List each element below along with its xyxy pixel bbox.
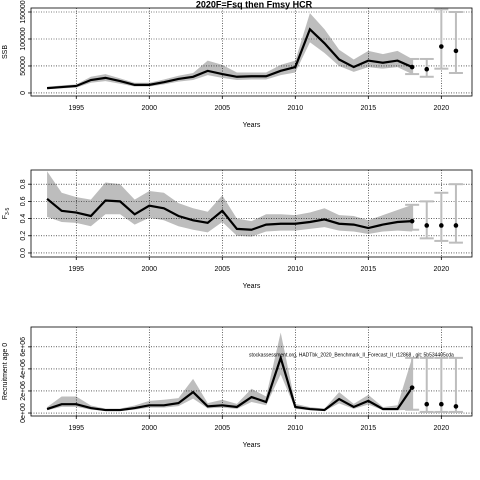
x-tick-label: 2005 xyxy=(215,425,231,432)
y-tick-label: 4e+06 xyxy=(20,359,27,379)
forecast-point xyxy=(439,44,444,49)
chart-title: 2020F=Fsq then Fmsy HCR xyxy=(196,0,313,9)
forecast-point xyxy=(453,223,459,228)
x-axis-label: Years xyxy=(243,442,261,449)
y-tick-label: 0.2 xyxy=(20,231,27,241)
forecast-point xyxy=(409,64,415,70)
plot-frame xyxy=(30,169,473,258)
y-tick-label: 0e+00 xyxy=(20,403,27,423)
forecast-point xyxy=(409,218,415,224)
x-tick-label: 1995 xyxy=(68,266,84,273)
x-tick-label: 1995 xyxy=(68,425,84,432)
forecast-point xyxy=(453,48,459,54)
plot-area xyxy=(31,8,472,96)
x-axis-label: Years xyxy=(243,122,261,129)
x-tick-label: 2010 xyxy=(288,105,304,112)
y-tick-label: 0 xyxy=(20,91,27,95)
forecast-point xyxy=(424,223,430,228)
x-tick-label: 2005 xyxy=(215,266,231,273)
plot-frame xyxy=(30,326,473,417)
y-axis-label: F3-5 xyxy=(2,208,11,220)
x-tick-label: 2010 xyxy=(288,266,304,273)
x-tick-label: 2015 xyxy=(361,105,377,112)
x-axis-label: Years xyxy=(243,283,261,290)
forecast-point xyxy=(424,66,430,72)
forecast-point xyxy=(453,404,459,409)
x-tick-label: 2020 xyxy=(434,266,450,273)
x-tick-label: 1995 xyxy=(68,105,84,112)
median-line xyxy=(46,197,413,231)
forecast-point xyxy=(409,385,415,390)
forecast-point xyxy=(439,223,444,228)
annotation: stockassessment.org, HADTbk_2020_Benchma… xyxy=(249,352,454,358)
y-tick-label: 50000 xyxy=(20,56,27,76)
x-tick-label: 2015 xyxy=(361,266,377,273)
x-tick-label: 2000 xyxy=(141,105,157,112)
x-tick-label: 2020 xyxy=(434,105,450,112)
plot-area xyxy=(31,170,472,257)
y-tick-label: 100000 xyxy=(20,27,27,50)
confidence-band xyxy=(47,332,413,411)
x-tick-label: 2010 xyxy=(288,425,304,432)
x-tick-label: 2005 xyxy=(215,105,231,112)
y-axis-label: Recruitment age 0 xyxy=(2,343,9,400)
y-tick-label: 0.8 xyxy=(20,179,27,189)
y-tick-label: 6e+06 xyxy=(20,337,27,357)
median-line xyxy=(46,27,413,90)
forecast-point xyxy=(439,401,444,407)
x-tick-label: 2000 xyxy=(141,425,157,432)
forecast-point xyxy=(424,401,430,407)
x-tick-label: 2015 xyxy=(361,425,377,432)
y-tick-label: 2e+06 xyxy=(20,381,27,401)
confidence-band xyxy=(47,13,413,90)
y-tick-label: 0.0 xyxy=(20,248,27,258)
x-tick-label: 2020 xyxy=(434,425,450,432)
y-axis-label: SSB xyxy=(2,45,9,59)
plot-area: stockassessment.org, HADTbk_2020_Benchma… xyxy=(31,327,472,416)
y-tick-label: 0.4 xyxy=(20,214,27,224)
median-line xyxy=(46,354,414,412)
y-tick-label: 0.6 xyxy=(20,196,27,206)
y-axis-label-sub: 3-5 xyxy=(5,208,11,215)
y-tick-label: 150000 xyxy=(20,0,27,23)
x-tick-label: 2000 xyxy=(141,266,157,273)
plot-frame xyxy=(30,7,473,97)
